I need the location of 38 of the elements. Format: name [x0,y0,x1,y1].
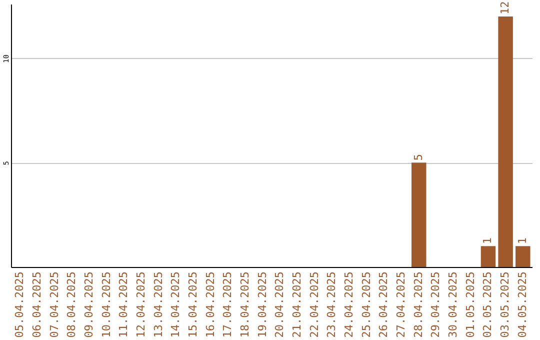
x-tick-label: 24.04.2025 [342,272,356,338]
x-tick-label: 23.04.2025 [325,272,338,338]
x-tick-label: 05.04.2025 [13,272,26,338]
x-tick-label: 16.04.2025 [204,272,217,338]
data-label: 1 [516,238,529,244]
x-tick-label: 09.04.2025 [82,272,96,338]
x-tick-label: 01.05.2025 [464,272,477,338]
x-tick-label: 07.04.2025 [48,272,61,338]
x-tick-label: 25.04.2025 [360,272,373,338]
x-tick-label: 26.04.2025 [377,272,390,338]
x-tick-label: 12.04.2025 [134,272,148,338]
bar [498,16,513,267]
x-tick-label: 13.04.2025 [152,272,165,338]
bar [516,246,530,267]
x-tick-label: 03.05.2025 [498,272,512,338]
data-label: 12 [498,1,512,15]
x-tick-label: 04.05.2025 [516,272,529,338]
x-tick-label: 29.04.2025 [429,272,442,338]
bar [412,162,426,267]
x-tick-label: 10.04.2025 [100,272,113,338]
x-tick-label: 14.04.2025 [169,272,182,338]
x-tick-label: 22.04.2025 [308,272,321,338]
x-tick-label: 19.04.2025 [256,272,269,338]
x-tick-label: 15.04.2025 [186,272,200,338]
x-tick-label: 08.04.2025 [65,272,78,338]
bar [480,246,496,267]
x-tick-label: 27.04.2025 [394,272,408,338]
x-tick-label: 28.04.2025 [412,272,425,338]
x-tick-label: 17.04.2025 [221,272,234,338]
x-tick-label: 21.04.2025 [290,272,304,338]
x-tick-label: 06.04.2025 [30,272,44,338]
x-tick-label: 18.04.2025 [238,272,252,338]
data-label: 1 [481,238,494,244]
x-tick-label: 30.04.2025 [446,272,460,338]
x-tick-label: 02.05.2025 [481,272,494,338]
x-tick-label: 20.04.2025 [273,272,286,338]
data-label: 5 [412,154,425,161]
x-tick-label: 11.04.2025 [117,272,130,338]
